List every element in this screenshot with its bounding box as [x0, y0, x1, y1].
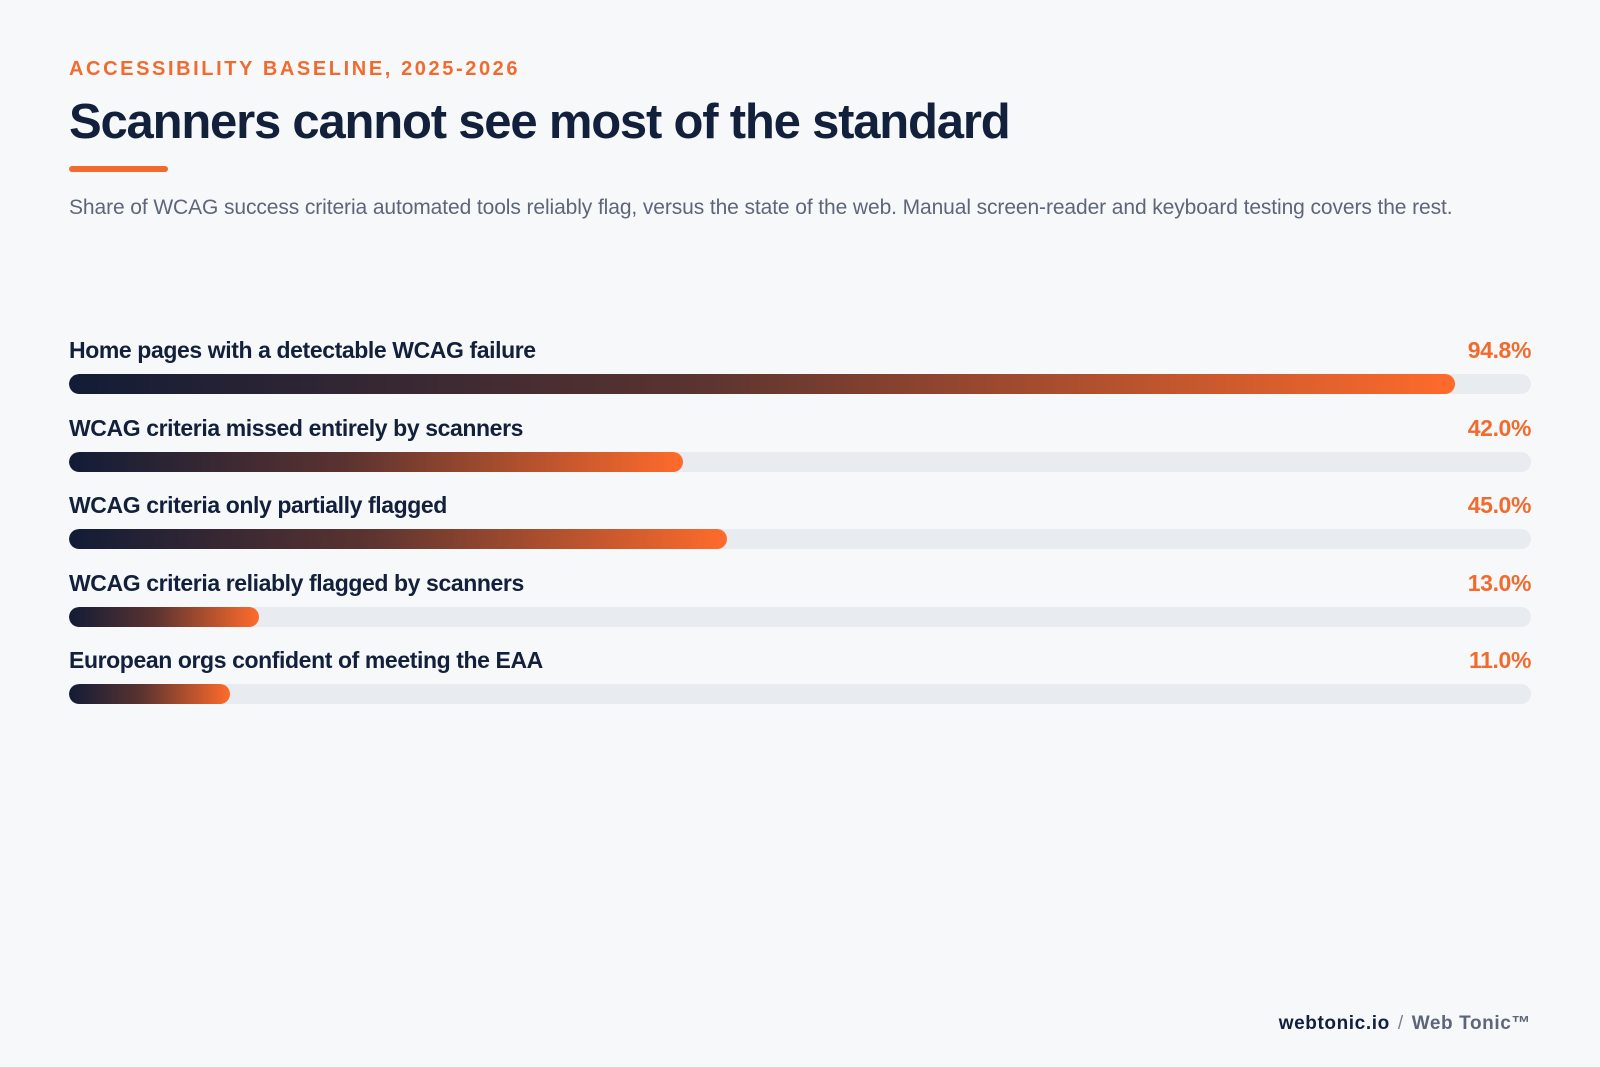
bar-track	[69, 606, 1531, 627]
bar-value-label: 45.0%	[1467, 492, 1532, 518]
eyebrow-label: ACCESSIBILITY BASELINE, 2025-2026	[69, 58, 521, 80]
bar-label: European orgs confident of meeting the E…	[69, 647, 543, 673]
bar-row: Home pages with a detectable WCAG failur…	[69, 335, 1531, 413]
bar-track	[69, 529, 1531, 549]
bar	[69, 374, 1455, 394]
bar-row: WCAG criteria missed entirely by scanner…	[69, 413, 1531, 491]
bar	[69, 529, 727, 549]
bar-value-label: 42.0%	[1467, 414, 1532, 441]
bar-row: WCAG criteria only partially flagged 45.0…	[69, 490, 1531, 568]
footer-separator: /	[1397, 1013, 1404, 1034]
bar-label: WCAG criteria reliably flagged by scanne…	[69, 569, 524, 596]
accent-rule	[69, 166, 168, 172]
bar	[69, 606, 260, 627]
bar-chart: Home pages with a detectable WCAG failur…	[69, 335, 1531, 723]
bar-row: WCAG criteria reliably flagged by scanne…	[69, 568, 1531, 646]
bar-label: WCAG criteria only partially flagged	[69, 492, 447, 518]
footer-brand: webtonic.io	[1278, 1013, 1390, 1034]
bar	[69, 684, 230, 704]
footer-credit: webtonic.io / Web Tonic™	[1279, 1013, 1531, 1035]
bar-row: European orgs confident of meeting the E…	[69, 645, 1531, 723]
bar-track	[69, 451, 1531, 472]
bar-track	[69, 684, 1531, 704]
bar-label: WCAG criteria missed entirely by scanner…	[69, 414, 524, 441]
page-title: Scanners cannot see most of the standard	[69, 95, 1011, 149]
bar	[69, 451, 684, 472]
footer-product: Web Tonic™	[1411, 1013, 1531, 1034]
infographic: ACCESSIBILITY BASELINE, 2025-2026 Scanne…	[69, 0, 1531, 1067]
bar-track	[69, 374, 1531, 394]
bar-value-label: 94.8%	[1467, 337, 1532, 363]
bar-label: Home pages with a detectable WCAG failur…	[69, 337, 536, 363]
bar-value-label: 11.0%	[1469, 647, 1531, 673]
page-subtitle: Share of WCAG success criteria automated…	[69, 196, 1453, 219]
bar-value-label: 13.0%	[1467, 569, 1532, 596]
